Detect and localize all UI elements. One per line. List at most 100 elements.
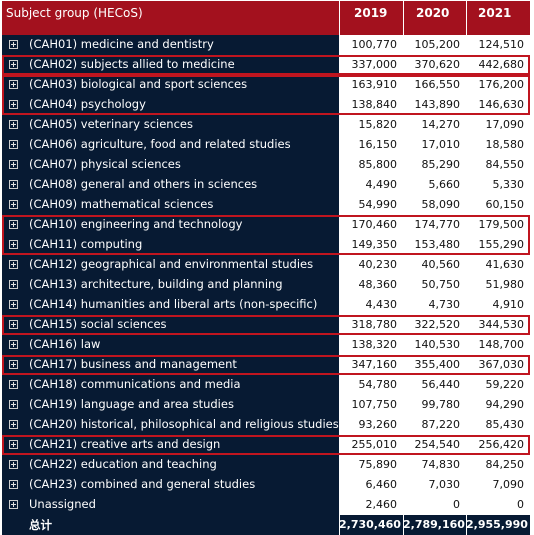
header-year-2021: 2021 [478,6,512,20]
subject-label: Unassigned [29,497,96,511]
value-2021: 176,200 [478,78,525,91]
value-2020: 105,200 [414,38,461,51]
header-year-2020: 2020 [416,6,450,20]
subject-label: (CAH09) mathematical sciences [29,197,214,211]
subject-label: (CAH03) biological and sport sciences [29,77,248,91]
value-2019: 4,430 [365,298,398,311]
value-2020: 322,520 [414,318,461,331]
value-2021: 60,150 [485,198,525,211]
plus-box-icon[interactable] [9,140,18,149]
plus-box-icon[interactable] [9,380,18,389]
plus-box-icon[interactable] [9,260,18,269]
value-2021: 85,430 [485,418,525,431]
value-2021: 59,220 [485,378,525,391]
subject-label: (CAH12) geographical and environmental s… [29,257,314,271]
value-2020: 166,550 [414,78,461,91]
value-2020: 85,290 [421,158,461,171]
plus-box-icon[interactable] [9,120,18,129]
table-row: (CAH20) historical, philosophical and re… [2,415,530,435]
plus-box-icon[interactable] [9,480,18,489]
subject-label: (CAH11) computing [29,237,143,251]
subject-label: (CAH01) medicine and dentistry [29,37,214,51]
value-2020: 50,750 [421,278,461,291]
value-2019: 4,490 [365,178,398,191]
value-2021: 344,530 [478,318,525,331]
plus-box-icon[interactable] [9,460,18,469]
value-2020: 153,480 [414,238,461,251]
value-2021: 41,630 [485,258,525,271]
plus-box-icon[interactable] [9,220,18,229]
table-row: (CAH04) psychology 138,840 143,890 146,630 [2,95,530,115]
value-2019: 16,150 [358,138,398,151]
plus-box-icon[interactable] [9,200,18,209]
table-row: (CAH18) communications and media 54,780 56… [2,375,530,395]
value-2020: 14,270 [421,118,461,131]
plus-box-icon[interactable] [9,240,18,249]
total-label: 总计 [29,518,52,532]
value-2020: 355,400 [414,358,461,371]
value-2019: 85,800 [358,158,398,171]
table-row: (CAH15) social sciences 318,780 322,520 344… [2,315,530,335]
value-2019: 337,000 [351,58,398,71]
value-2019: 2,730,460 [339,515,403,535]
subject-cell: (CAH15) social sciences [2,315,339,335]
value-2021: 94,290 [485,398,525,411]
table-body: (CAH01) medicine and dentistry 100,770 105… [2,35,530,535]
subject-label: (CAH14) humanities and liberal arts (non… [29,297,318,311]
value-2020: 5,660 [428,178,461,191]
plus-box-icon[interactable] [9,80,18,89]
value-2019: 15,820 [358,118,398,131]
plus-box-icon[interactable] [9,180,18,189]
value-2021: 124,510 [478,38,525,51]
plus-box-icon[interactable] [9,320,18,329]
plus-box-icon[interactable] [9,500,18,509]
table-row: (CAH13) architecture, building and plann… [2,275,530,295]
value-2020: 174,770 [414,218,461,231]
value-2019: 255,010 [351,438,398,451]
value-2021: 17,090 [485,118,525,131]
plus-box-icon[interactable] [9,40,18,49]
plus-box-icon[interactable] [9,420,18,429]
table-row: (CAH17) business and management 347,160 35… [2,355,530,375]
plus-box-icon[interactable] [9,360,18,369]
header-year-2019: 2019 [354,6,388,20]
value-2019: 138,840 [351,98,398,111]
subject-label: (CAH20) historical, philosophical and re… [29,417,339,431]
plus-box-icon[interactable] [9,60,18,69]
cell-divider [403,515,404,535]
value-2021: 7,090 [492,478,525,491]
plus-box-icon[interactable] [9,300,18,309]
plus-box-icon[interactable] [9,440,18,449]
header-subject-group: Subject group (HECoS) [6,6,143,20]
value-2021: 146,630 [478,98,525,111]
subject-label: (CAH13) architecture, building and plann… [29,277,283,291]
value-2021: 256,420 [478,438,525,451]
table-row: Unassigned 2,460 0 0 [2,495,530,515]
plus-box-icon[interactable] [9,100,18,109]
value-2020: 2,789,160 [403,515,466,535]
plus-box-icon[interactable] [9,400,18,409]
table-row: (CAH01) medicine and dentistry 100,770 105… [2,35,530,55]
plus-box-icon[interactable] [9,160,18,169]
plus-box-icon[interactable] [9,280,18,289]
value-2021: 84,550 [485,158,525,171]
table-row: (CAH23) combined and general studies 6,46… [2,475,530,495]
value-2021: 4,910 [492,298,525,311]
value-2019: 40,230 [358,258,398,271]
subject-cell: (CAH21) creative arts and design [2,435,339,455]
subject-label: (CAH17) business and management [29,357,237,371]
total-row: 总计 2,730,460 2,789,160 2,955,990 [2,515,530,535]
value-2020: 370,620 [414,58,461,71]
header-divider [466,1,467,35]
value-2020: 17,010 [421,138,461,151]
value-2019: 347,160 [351,358,398,371]
value-2021: 179,500 [478,218,525,231]
subject-cell: (CAH12) geographical and environmental s… [2,255,339,275]
value-2019: 93,260 [358,418,398,431]
table-row: (CAH22) education and teaching 75,890 74,8… [2,455,530,475]
subject-cell: (CAH19) language and area studies [2,395,339,415]
subject-cell: (CAH02) subjects allied to medicine [2,55,339,75]
subject-label: (CAH22) education and teaching [29,457,217,471]
subject-label: (CAH16) law [29,337,101,351]
plus-box-icon[interactable] [9,340,18,349]
